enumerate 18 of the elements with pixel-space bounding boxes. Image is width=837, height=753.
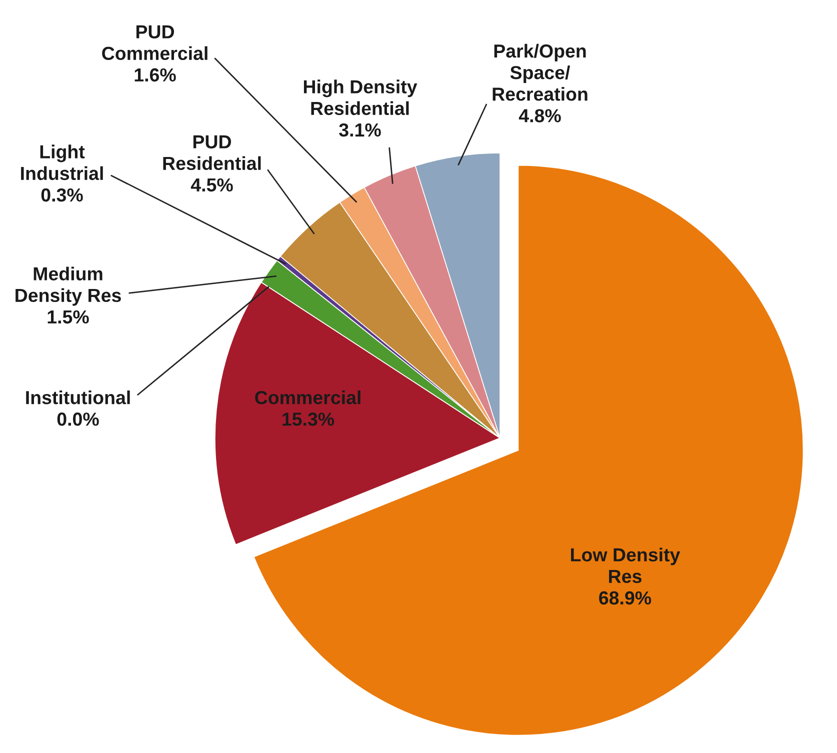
data-label: 68.9% <box>599 591 652 605</box>
slice-label: PUD Residential <box>163 135 261 170</box>
slice-label: High Density Residential <box>304 80 418 116</box>
slice-label: Light Industrial <box>21 144 103 180</box>
slice-label: Medium Density Res <box>16 266 121 306</box>
text: 0.0% <box>57 412 99 426</box>
data-label: 4.5% <box>190 178 233 192</box>
slice-label: PUD Commercial <box>102 25 208 60</box>
data-label: 0.3% <box>41 188 83 202</box>
data-label: 3.1% <box>339 123 381 137</box>
data-label: 15.3% <box>282 412 334 426</box>
slice-label: Commercial <box>255 390 360 404</box>
category-label: Institutional <box>26 390 130 404</box>
data-label: 1.6% <box>134 68 176 82</box>
slice-label: Park/Open Space/ Recreation <box>492 44 588 101</box>
data-label: 1.5% <box>48 310 89 324</box>
data-label: 4.8% <box>518 109 561 122</box>
slice-label: Low Density Res <box>571 548 680 584</box>
